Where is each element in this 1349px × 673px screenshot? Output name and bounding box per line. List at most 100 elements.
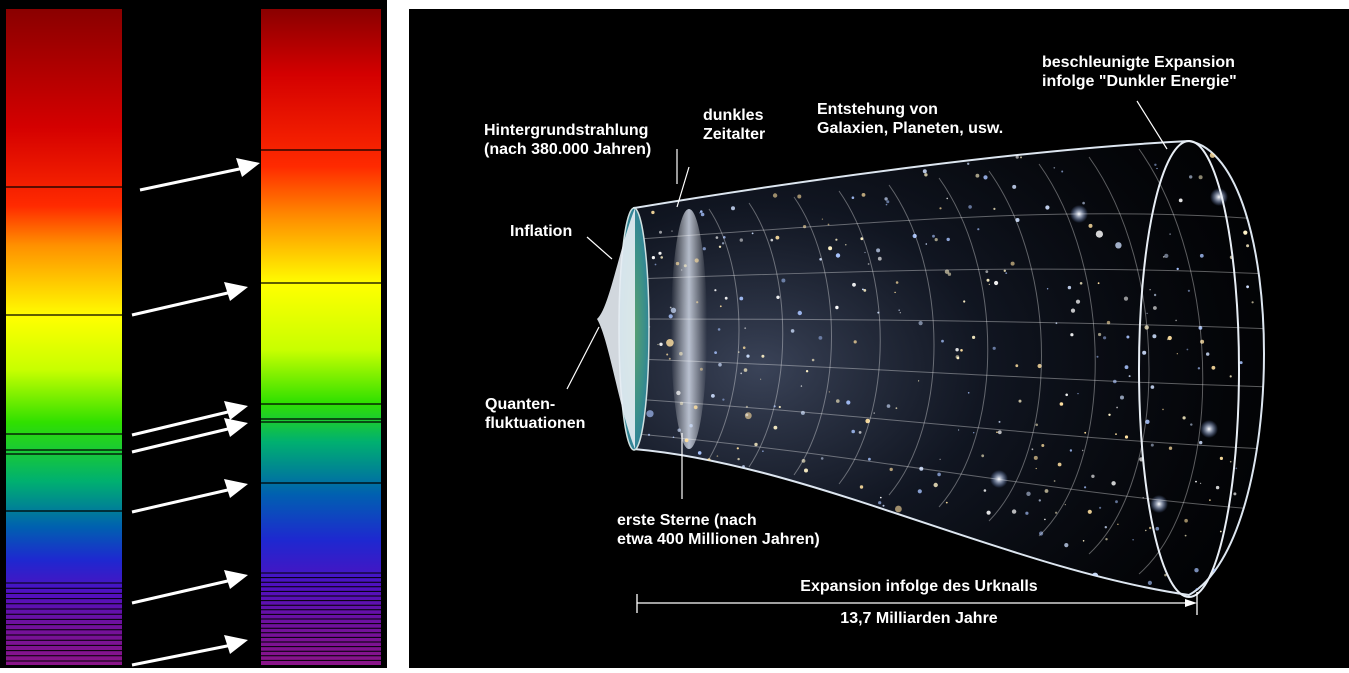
label-age-of-universe: 13,7 Milliarden Jahre (840, 610, 998, 627)
galaxy-dot (722, 398, 725, 401)
galaxy-dot (960, 349, 963, 352)
galaxy-dot (963, 300, 966, 303)
galaxy-dot (1162, 256, 1165, 258)
galaxy-dot (702, 247, 706, 251)
galaxy-dot (671, 230, 673, 232)
galaxy-dot (781, 278, 786, 283)
galaxy-dot (1156, 167, 1158, 170)
galaxy-dot (679, 401, 684, 406)
galaxy-dot (697, 451, 702, 455)
label-quantum-fluctuations: Quanten- fluktuationen (485, 396, 586, 432)
galaxy-dot (800, 410, 805, 415)
galaxy-dot (1155, 526, 1160, 531)
galaxy-dot (803, 225, 807, 229)
original-spectrum-band (6, 9, 122, 665)
bright-galaxy (1200, 420, 1218, 438)
galaxy-dot (1123, 296, 1129, 301)
galaxy-dot (675, 261, 680, 266)
pointer-line (1136, 100, 1168, 150)
galaxy-dot (723, 236, 726, 239)
galaxy-dot (1082, 540, 1085, 542)
galaxy-dot (1153, 293, 1157, 297)
galaxy-dot (1012, 184, 1017, 189)
label-pointers (566, 100, 1168, 499)
galaxy-dot (1243, 230, 1248, 235)
galaxy-dot (1198, 175, 1203, 180)
galaxy-dot (1144, 325, 1149, 330)
galaxy-dot (1115, 500, 1118, 504)
galaxy-dot (1064, 543, 1069, 548)
galaxy-dot (744, 327, 747, 330)
galaxy-dot (975, 173, 980, 178)
galaxy-dot (868, 457, 871, 461)
galaxy-dot (700, 210, 703, 213)
galaxy-dot (676, 390, 681, 396)
galaxy-dot (651, 256, 655, 260)
galaxy-dot (1025, 511, 1029, 515)
galaxy-dot (737, 457, 740, 461)
galaxy-dot (1219, 530, 1222, 533)
galaxy-dot (647, 433, 651, 436)
galaxy-dot (1146, 312, 1148, 315)
universe-cone (633, 139, 1265, 597)
galaxy-dot (1045, 205, 1050, 210)
galaxy-dot (968, 205, 972, 209)
galaxy-dot (973, 432, 975, 434)
galaxy-dot (986, 510, 991, 515)
galaxy-dot (992, 346, 996, 350)
galaxy-dot (1091, 474, 1095, 478)
galaxy-dot (660, 256, 663, 259)
label-galaxy-formation: Entstehung von Galaxien, Planeten, usw. (817, 101, 1004, 137)
galaxy-dot (882, 504, 885, 507)
redshift-arrow (131, 479, 248, 514)
pointer-line (676, 166, 690, 208)
galaxy-dot (1186, 348, 1189, 351)
universe-svg (409, 9, 1349, 668)
galaxy-dot (1044, 518, 1046, 521)
galaxy-dot (714, 289, 717, 292)
galaxy-dot (946, 197, 948, 200)
galaxy-dot (668, 314, 673, 319)
galaxy-dot (1175, 319, 1177, 322)
galaxy-dot (1098, 332, 1102, 337)
galaxy-dot (659, 342, 663, 346)
galaxy-dot (736, 447, 739, 450)
galaxy-dot (885, 203, 888, 206)
galaxy-dot (988, 283, 990, 285)
galaxy-dot (1167, 335, 1172, 341)
universe-figure: Hintergrundstrahlung (nach 380.000 Jahre… (409, 9, 1349, 668)
galaxy-dot (760, 378, 762, 380)
galaxy-dot (934, 238, 938, 242)
galaxy-dot (1194, 568, 1199, 573)
galaxy-dot (933, 482, 938, 488)
galaxy-dot (1010, 261, 1015, 266)
galaxy-dot (846, 400, 851, 405)
galaxy-dot (742, 346, 746, 350)
galaxy-dot (1015, 218, 1020, 222)
galaxy-dot (1200, 339, 1205, 344)
galaxy-dot (1145, 529, 1147, 532)
galaxy-dot (947, 272, 952, 276)
galaxy-dot (853, 340, 857, 344)
cone-grid (634, 148, 1264, 575)
galaxy-dot (818, 336, 823, 340)
galaxy-dot (1082, 449, 1084, 452)
galaxy-dot (745, 405, 748, 408)
galaxy-dot (657, 343, 659, 346)
galaxy-dot (858, 431, 862, 434)
label-big-bang-expansion: Expansion infolge des Urknalls (800, 578, 1038, 595)
galaxy-dot (1166, 338, 1169, 341)
galaxy-dot (700, 212, 705, 217)
galaxy-dot (1233, 492, 1237, 496)
galaxy-dot (811, 358, 815, 362)
galaxy-dot (1153, 306, 1157, 310)
galaxy-dot (797, 194, 802, 199)
galaxy-dot (717, 328, 721, 331)
bright-galaxy (990, 470, 1008, 488)
galaxy-dot (804, 468, 808, 473)
galaxy-dot (944, 269, 950, 274)
galaxy-dot (919, 466, 924, 471)
galaxy-dot (981, 454, 985, 458)
galaxy-dot (801, 459, 806, 463)
galaxy-dot (945, 501, 948, 504)
